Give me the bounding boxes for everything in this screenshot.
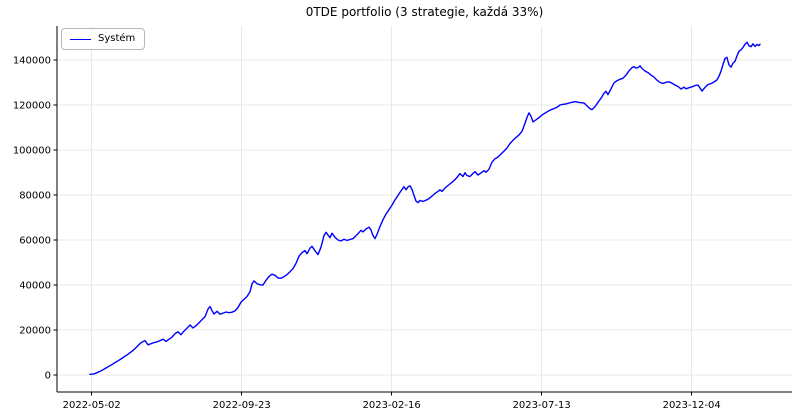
x-tick-label: 2023-07-13 <box>513 400 571 411</box>
y-tick-label: 80000 <box>19 190 51 201</box>
x-tick-label: 2022-09-23 <box>213 400 271 411</box>
y-tick-label: 20000 <box>19 325 51 336</box>
y-tick-label: 120000 <box>13 100 51 111</box>
legend-label: Systém <box>98 33 136 44</box>
y-tick-label: 100000 <box>13 145 51 156</box>
legend-line-sample <box>70 38 91 40</box>
series-line <box>89 41 761 375</box>
x-tick-label: 2022-05-02 <box>63 400 121 411</box>
chart-title: 0TDE portfolio (3 strategie, každá 33%) <box>305 5 544 19</box>
x-tick-label: 2023-12-04 <box>663 400 721 411</box>
y-tick-label: 60000 <box>19 235 51 246</box>
y-tick-label: 140000 <box>13 55 51 66</box>
y-tick-label: 0 <box>45 370 51 381</box>
x-tick-label: 2023-02-16 <box>363 400 421 411</box>
y-tick-label: 40000 <box>19 280 51 291</box>
legend[interactable]: Systém <box>61 28 146 50</box>
